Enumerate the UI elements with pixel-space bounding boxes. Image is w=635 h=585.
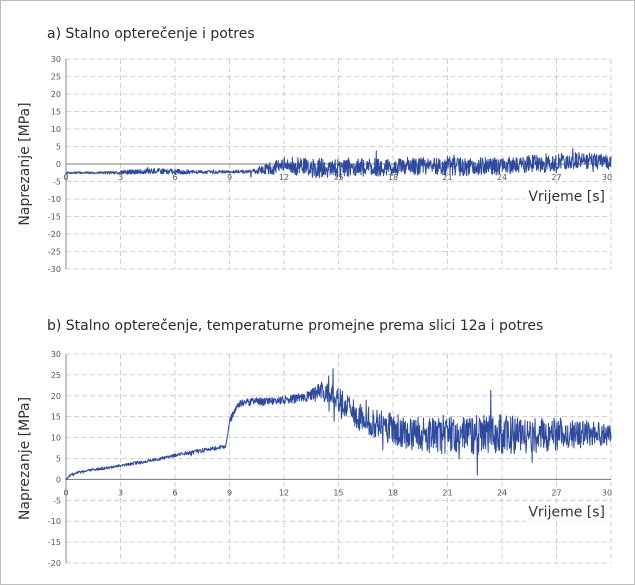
chart-a-x-tick: 9 (227, 173, 232, 182)
chart-a-y-tick: -15 (48, 213, 61, 222)
chart-a-x-axis-label-bg (525, 188, 608, 206)
chart-b-y-tick: -10 (48, 517, 61, 526)
chart-b-y-tick: 15 (51, 413, 61, 422)
chart-b-y-tick: -15 (48, 538, 61, 547)
chart-a-x-tick: 18 (388, 173, 398, 182)
chart-a-y-tick: 0 (56, 160, 61, 169)
chart-b-y-tick: 25 (51, 371, 61, 380)
chart-a-x-tick: 21 (442, 173, 452, 182)
chart-a-x-tick: 6 (172, 173, 177, 182)
chart-b-y-tick: 20 (51, 392, 61, 401)
chart-b-x-tick: 3 (118, 488, 123, 497)
chart-b-x-tick: 9 (227, 488, 232, 497)
chart-b-y-tick: 5 (56, 455, 61, 464)
chart-a-y-tick: 10 (51, 125, 61, 134)
chart-a-x-tick: 12 (279, 173, 289, 182)
chart-a-y-tick: 20 (51, 90, 61, 99)
chart-a-y-tick: 25 (51, 73, 61, 82)
chart-a-series-line (65, 147, 612, 179)
chart-b-x-tick: 6 (172, 488, 177, 497)
chart-a-x-tick: 27 (551, 173, 561, 182)
chart-b-y-tick: -5 (53, 496, 61, 505)
chart-a-x-axis-label: Vrijeme [s] (528, 189, 605, 205)
chart-b-y-tick: 0 (56, 475, 61, 484)
chart-b-y-axis-label: Naprezanje [MPa] (17, 397, 33, 520)
chart-a-y-tick: -10 (48, 195, 61, 204)
chart-b-y-tick: 10 (51, 434, 61, 443)
chart-b-y-tick: -20 (48, 559, 61, 568)
chart-b-y-tick: 30 (51, 350, 61, 359)
chart-a-y-tick: -25 (48, 248, 61, 257)
chart-b-x-tick: 21 (442, 488, 452, 497)
chart-b-series-line (65, 368, 612, 480)
chart-a-y-tick: 15 (51, 108, 61, 117)
chart-b-x-axis-label-bg (525, 503, 608, 522)
chart-b-x-tick: 27 (551, 488, 561, 497)
chart-a-x-tick: 3 (118, 173, 123, 182)
chart-b-x-tick: 30 (602, 488, 612, 497)
chart-a-y-tick: 5 (56, 143, 61, 152)
chart-a-y-tick: -5 (53, 178, 61, 187)
chart-b-x-tick: 18 (388, 488, 398, 497)
chart-a-y-tick: -20 (48, 230, 61, 239)
chart-a-title: a) Stalno opterečenje i potres (47, 26, 255, 42)
chart-b-title: b) Stalno opterečenje, temperaturne prom… (47, 318, 544, 334)
chart-a-x-tick: 30 (602, 173, 612, 182)
chart-b-x-axis-label: Vrijeme [s] (528, 504, 605, 520)
chart-a-y-tick: 30 (51, 55, 61, 64)
chart-a-x-tick: 15 (333, 173, 343, 182)
chart-b-x-tick: 12 (279, 488, 289, 497)
chart-a-y-tick: -30 (48, 265, 61, 274)
chart-a-x-tick: 24 (497, 173, 507, 182)
chart-a-y-axis-label: Naprezanje [MPa] (17, 102, 33, 225)
chart-b-x-tick: 24 (497, 488, 507, 497)
chart-b-x-tick: 15 (333, 488, 343, 497)
